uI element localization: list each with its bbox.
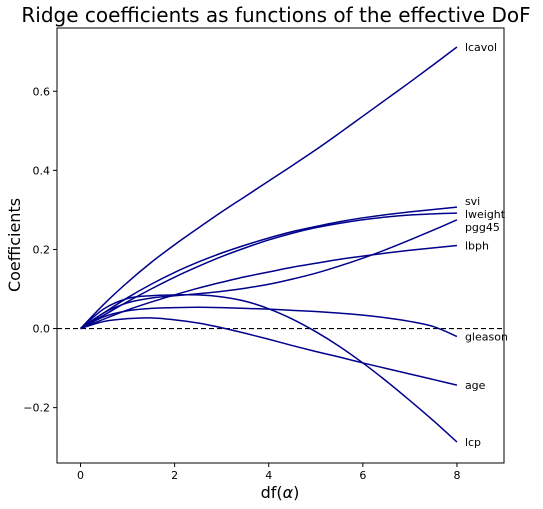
series-line-lcp	[80, 294, 458, 443]
x-tick-label: 4	[265, 469, 272, 482]
x-axis-label-symbol: α	[283, 483, 294, 502]
chart-title: Ridge coefficients as functions of the e…	[21, 3, 530, 27]
x-tick-label: 0	[77, 469, 84, 482]
series-label-lcp: lcp	[465, 436, 481, 449]
series-line-pgg45	[80, 219, 458, 330]
series-label-lweight: lweight	[465, 208, 506, 221]
y-tick-label: 0.6	[33, 85, 51, 98]
y-axis-label: Coefficients	[5, 198, 24, 292]
series-label-lcavol: lcavol	[465, 41, 497, 54]
y-tick-label: 0.4	[33, 164, 51, 177]
x-tick-label: 8	[453, 469, 460, 482]
series-line-lweight	[80, 212, 457, 330]
series-line-svi	[80, 206, 458, 330]
plot-frame	[56, 27, 505, 464]
y-tick-label: −0.2	[23, 402, 50, 415]
x-tick-label: 6	[359, 469, 366, 482]
series-label-svi: svi	[465, 195, 480, 208]
series-line-lbph	[80, 244, 458, 330]
x-tick-label: 2	[171, 469, 178, 482]
y-tick-label: 0.0	[33, 323, 51, 336]
series-line-lcavol	[79, 46, 458, 330]
series-line-age	[80, 317, 458, 386]
series-label-age: age	[465, 379, 486, 392]
x-axis-label-prefix: df(	[261, 483, 283, 502]
x-axis-label-suffix: )	[293, 483, 299, 502]
series-label-pgg45: pgg45	[465, 221, 500, 234]
series-label-lbph: lbph	[465, 240, 489, 253]
series-line-gleason	[80, 306, 458, 338]
y-tick-label: 0.2	[33, 243, 51, 256]
x-axis-label: df(α)	[261, 483, 300, 502]
series-label-gleason: gleason	[465, 330, 508, 343]
